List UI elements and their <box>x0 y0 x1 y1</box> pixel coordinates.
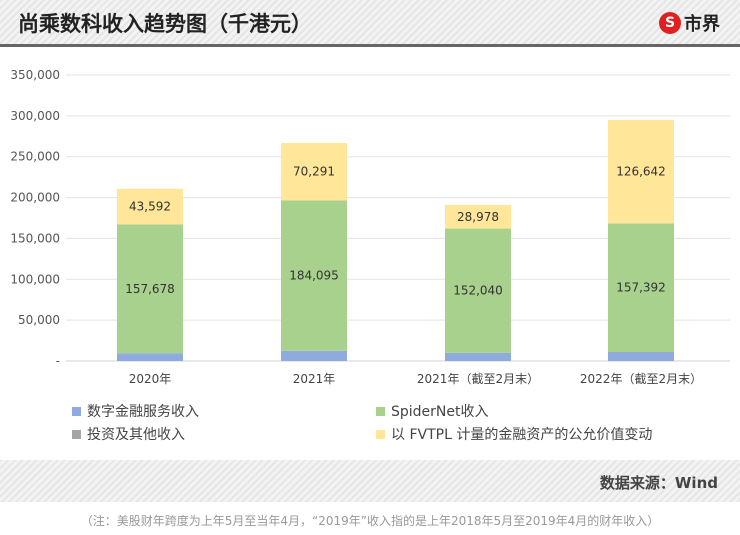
legend-label: 投资及其他收入 <box>87 427 185 443</box>
bar-segment <box>281 142 347 201</box>
bar-segment <box>445 228 511 353</box>
footer-band: 数据来源：Wind <box>0 460 740 502</box>
x-tick-label: 2022年（截至2月末） <box>580 372 702 386</box>
y-tick-label: 150,000 <box>10 231 60 245</box>
legend-swatch <box>376 406 385 416</box>
data-label: 70,291 <box>293 165 335 179</box>
legend-item-fvtpl: 以 FVTPL 计量的金融资产的公允价值变动 <box>376 424 652 444</box>
y-tick-label: 200,000 <box>10 191 60 205</box>
footnote: （注：美股财年跨度为上年5月至当年4月，“2019年”收入指的是上年2018年5… <box>80 514 660 528</box>
bar-segment <box>117 353 183 361</box>
y-tick-label: - <box>56 354 60 368</box>
x-tick-label: 2020年 <box>129 372 172 386</box>
legend-label: SpiderNet收入 <box>391 404 489 420</box>
legend-label: 数字金融服务收入 <box>87 404 199 420</box>
bar-segment <box>281 200 347 351</box>
data-label: 157,392 <box>616 281 666 295</box>
y-tick-label: 250,000 <box>10 150 60 164</box>
data-label: 157,678 <box>125 282 175 296</box>
bar-segment <box>608 352 674 361</box>
header-band: 尚乘数科收入趋势图（千港元） S 市界 <box>0 0 740 47</box>
logo-text: 市界 <box>684 14 720 35</box>
legend-item-investment: 投资及其他收入 <box>72 424 185 444</box>
bar-segment <box>608 223 674 353</box>
y-tick-label: 300,000 <box>10 109 60 123</box>
source-text: 数据来源：Wind <box>599 474 718 492</box>
bar-segment <box>281 350 347 361</box>
x-tick-label: 2021年 <box>293 372 336 386</box>
legend-item-digital-finance: 数字金融服务收入 <box>72 401 199 421</box>
legend-label: 以 FVTPL 计量的金融资产的公允价值变动 <box>391 427 653 443</box>
chart-title: 尚乘数科收入趋势图（千港元） <box>18 12 312 36</box>
data-label: 43,592 <box>129 200 171 214</box>
legend-swatch <box>376 429 385 439</box>
legend-item-spidernet: SpiderNet收入 <box>376 401 489 421</box>
y-tick-label: 350,000 <box>10 68 60 82</box>
bar-segment <box>117 188 183 225</box>
logo-icon: S <box>659 12 681 34</box>
bar-segment <box>117 224 183 354</box>
logo: S 市界 <box>659 10 720 36</box>
legend-swatch <box>72 429 81 439</box>
y-tick-label: 50,000 <box>18 313 60 327</box>
stacked-bar-chart: - 50,000 100,000 150,000 200,000 250,000 300,0… <box>10 68 730 386</box>
x-tick-label: 2021年（截至2月末） <box>417 372 539 386</box>
y-tick-label: 100,000 <box>10 272 60 286</box>
data-label: 184,095 <box>289 269 339 283</box>
bar-segment <box>445 204 511 229</box>
data-label: 126,642 <box>616 165 666 179</box>
legend-swatch <box>72 406 81 416</box>
data-label: 28,978 <box>457 210 499 224</box>
bar-segment <box>608 119 674 224</box>
data-label: 152,040 <box>453 284 503 298</box>
bar-segment <box>445 352 511 361</box>
